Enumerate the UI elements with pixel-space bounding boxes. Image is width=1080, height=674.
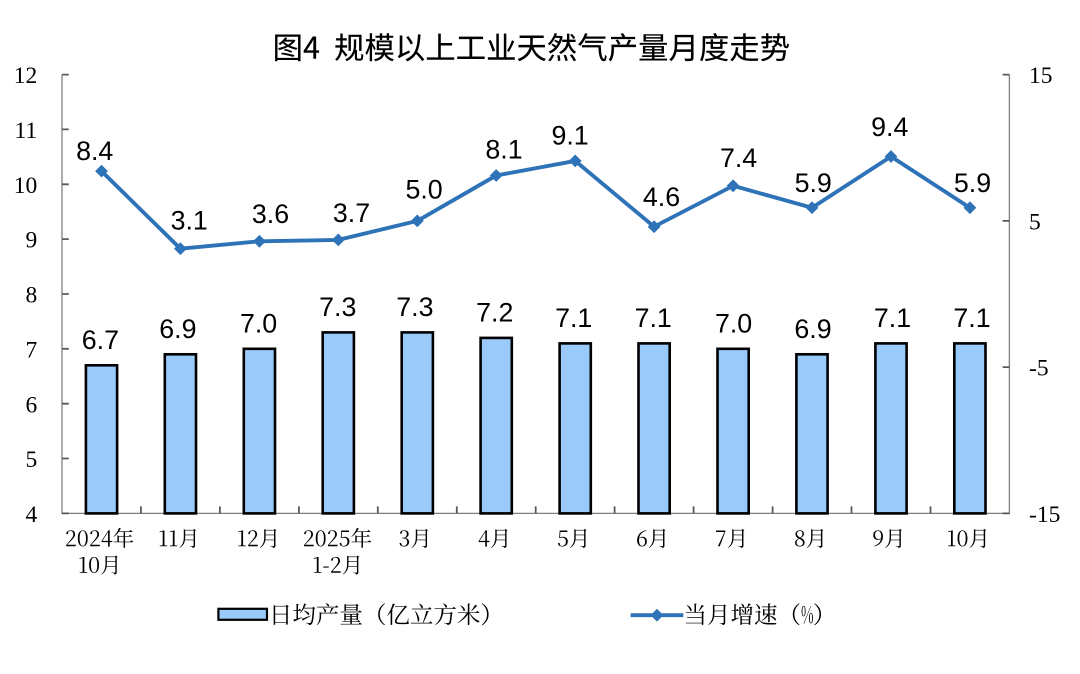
svg-text:7.3: 7.3 — [396, 292, 433, 322]
svg-text:6.9: 6.9 — [794, 314, 831, 344]
svg-text:4.6: 4.6 — [643, 182, 680, 212]
svg-text:6.7: 6.7 — [82, 325, 119, 355]
svg-text:10: 10 — [14, 173, 38, 199]
svg-text:5.9: 5.9 — [954, 168, 991, 198]
svg-text:7.1: 7.1 — [953, 303, 990, 333]
svg-text:7.4: 7.4 — [720, 143, 757, 173]
svg-text:6: 6 — [25, 392, 37, 418]
svg-text:7: 7 — [25, 337, 37, 363]
svg-text:8: 8 — [25, 283, 37, 309]
svg-text:3.6: 3.6 — [252, 199, 289, 229]
svg-text:3.7: 3.7 — [333, 198, 370, 228]
svg-text:5.9: 5.9 — [795, 168, 832, 198]
svg-text:3.1: 3.1 — [171, 206, 208, 236]
svg-text:7.1: 7.1 — [555, 303, 592, 333]
svg-text:-15: -15 — [1029, 502, 1060, 528]
svg-text:8.1: 8.1 — [485, 135, 522, 165]
svg-text:5: 5 — [25, 447, 37, 473]
svg-text:9.4: 9.4 — [871, 112, 908, 142]
svg-text:6.9: 6.9 — [159, 314, 196, 344]
svg-text:5.0: 5.0 — [405, 175, 442, 205]
svg-text:7.2: 7.2 — [476, 298, 513, 328]
svg-text:7.1: 7.1 — [635, 303, 672, 333]
svg-text:8.4: 8.4 — [76, 136, 113, 166]
svg-text:5: 5 — [1029, 210, 1041, 236]
svg-text:7.1: 7.1 — [874, 303, 911, 333]
svg-text:12: 12 — [14, 63, 38, 89]
svg-text:9.1: 9.1 — [551, 120, 588, 150]
svg-text:-5: -5 — [1029, 356, 1049, 382]
svg-text:4: 4 — [25, 502, 37, 528]
svg-text:7.3: 7.3 — [319, 292, 356, 322]
svg-text:7.0: 7.0 — [715, 309, 752, 339]
svg-text:15: 15 — [1029, 63, 1053, 89]
svg-text:11: 11 — [15, 118, 38, 144]
svg-text:9: 9 — [25, 228, 37, 254]
svg-text:7.0: 7.0 — [240, 309, 277, 339]
